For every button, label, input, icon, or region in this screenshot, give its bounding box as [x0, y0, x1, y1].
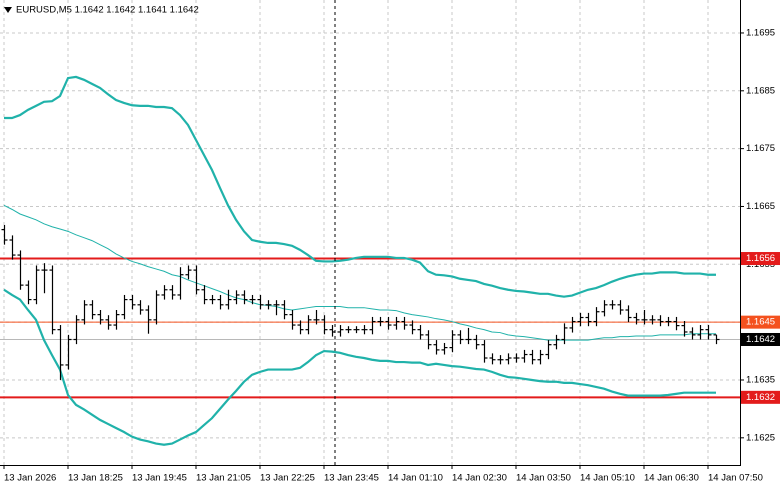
menu-triangle — [4, 7, 12, 13]
x-tick-label: 14 Jan 02:30 — [452, 473, 507, 484]
x-tick-label: 14 Jan 01:10 — [388, 473, 443, 484]
x-tick-label: 13 Jan 21:05 — [196, 473, 251, 484]
y-tick-label: 1.1665 — [746, 201, 775, 212]
x-tick-label: 14 Jan 05:10 — [580, 473, 635, 484]
level-label: 1.1642 — [746, 334, 775, 345]
level-label-box — [741, 252, 780, 266]
x-tick-label: 13 Jan 22:25 — [260, 473, 315, 484]
x-tick-label: 14 Jan 07:50 — [708, 473, 763, 484]
x-tick-label: 14 Jan 06:30 — [644, 473, 699, 484]
x-tick-label: 13 Jan 23:45 — [324, 473, 379, 484]
y-tick-label: 1.1685 — [746, 85, 775, 96]
y-tick-label: 1.1635 — [746, 374, 775, 385]
x-tick-label: 13 Jan 18:25 — [68, 473, 123, 484]
level-label: 1.1645 — [746, 317, 775, 328]
level-label: 1.1632 — [746, 392, 775, 403]
x-tick-label: 14 Jan 03:50 — [516, 473, 571, 484]
y-tick-label: 1.1675 — [746, 143, 775, 154]
band-upper — [4, 75, 716, 298]
y-tick-label: 1.1695 — [746, 27, 775, 38]
plot — [0, 75, 740, 446]
level-label: 1.1656 — [746, 253, 775, 264]
chart-title: EURUSD,M5 1.1642 1.1642 1.1641 1.1642 — [16, 5, 199, 16]
x-tick-label: 13 Jan 19:45 — [132, 473, 187, 484]
band-middle — [3, 204, 716, 341]
band-lower — [3, 288, 716, 446]
x-tick-label: 13 Jan 2026 — [4, 473, 56, 484]
level-label-box — [741, 390, 780, 404]
y-tick-label: 1.1625 — [746, 432, 775, 443]
axes: 1.16251.16351.16451.16551.16651.16751.16… — [3, 27, 780, 484]
level-label-box — [741, 315, 780, 329]
level-label-box — [741, 332, 780, 346]
